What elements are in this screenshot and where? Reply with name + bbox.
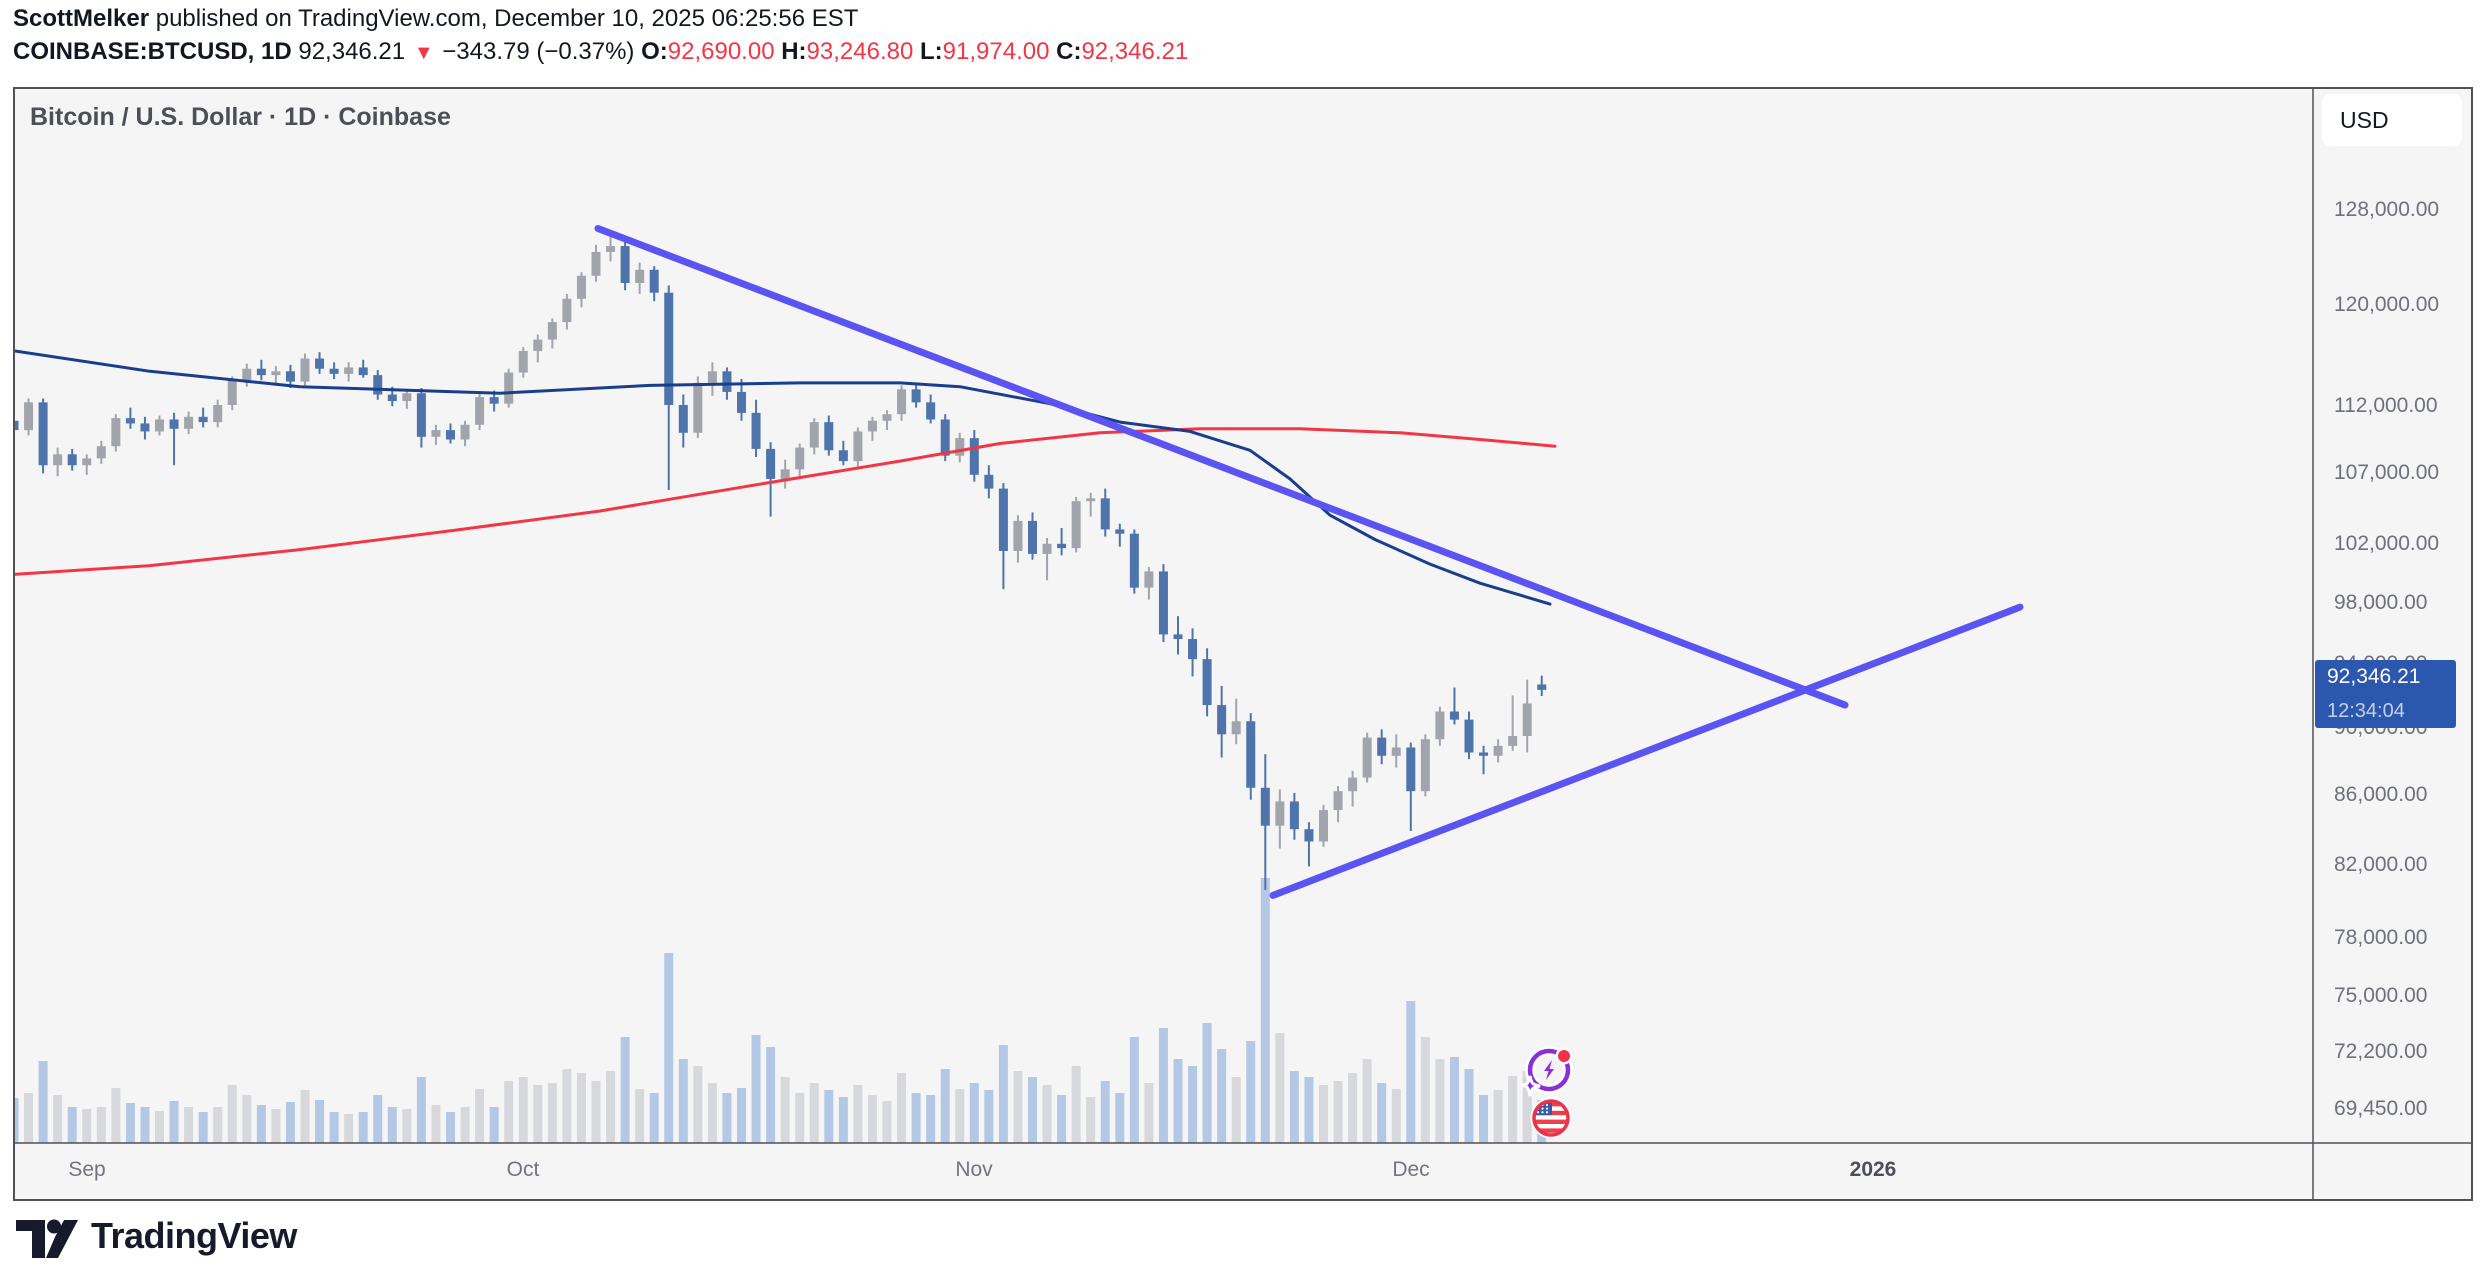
high-value: 93,246.80 [806,38,914,65]
price-tick: 82,000.00 [2334,852,2428,876]
usa-flag-icon [1530,1097,1572,1139]
price-tick: 120,000.00 [2334,292,2440,316]
published-info: published on TradingView.com, December 1… [149,5,859,32]
cycle-lightning-icon [1519,1046,1573,1097]
time-tick: Dec [1392,1158,1430,1181]
time-tick: Sep [68,1158,106,1181]
publisher-name: ScottMelker [13,5,150,32]
chart-legend-title: Bitcoin / U.S. Dollar · 1D · Coinbase [30,103,451,131]
price-tick: 78,000.00 [2334,926,2428,950]
price-change: −343.79 (−0.37%) [442,38,635,65]
bar-countdown: 12:34:04 [2327,700,2405,722]
low-label: L: [920,38,943,65]
last-price-label: 92,346.21 12:34:04 [2315,660,2456,728]
price-tick: 128,000.00 [2334,198,2440,221]
low-value: 91,974.00 [942,38,1050,65]
tradingview-logo-icon [16,1219,78,1258]
price-tick: 102,000.00 [2334,531,2440,555]
publish-header: ScottMelker published on TradingView.com… [13,5,858,33]
currency-usd-button[interactable]: USD [2322,94,2462,146]
price-tick: 75,000.00 [2334,983,2428,1007]
last-price: 92,346.21 [298,38,406,65]
high-label: H: [781,38,807,65]
close-label: C: [1056,38,1082,65]
price-tick: 112,000.00 [2334,394,2438,418]
price-tick: 72,200.00 [2334,1039,2428,1063]
price-tick: 98,000.00 [2334,590,2428,614]
symbol-status-row: COINBASE:BTCUSD, 1D 92,346.21 ▼ −343.79 … [13,38,1188,66]
tradingview-logo[interactable]: TradingView [15,1213,297,1259]
time-tick: 2026 [1849,1158,1897,1181]
symbol-name: COINBASE:BTCUSD, 1D [13,38,292,65]
open-label: O: [641,38,668,65]
last-price-label-value: 92,346.21 [2327,665,2421,688]
time-tick: Oct [506,1158,540,1181]
close-value: 92,346.21 [1081,38,1189,65]
price-tick: 107,000.00 [2334,461,2440,485]
time-tick: Nov [955,1158,993,1181]
chart-stickers [1519,1046,1573,1139]
price-tick: 86,000.00 [2334,782,2428,806]
price-tick: 69,450.00 [2334,1096,2428,1120]
down-arrow-icon: ▼ [413,42,434,64]
tradingview-logo-text: TradingView [91,1215,297,1256]
open-value: 92,690.00 [667,38,775,65]
